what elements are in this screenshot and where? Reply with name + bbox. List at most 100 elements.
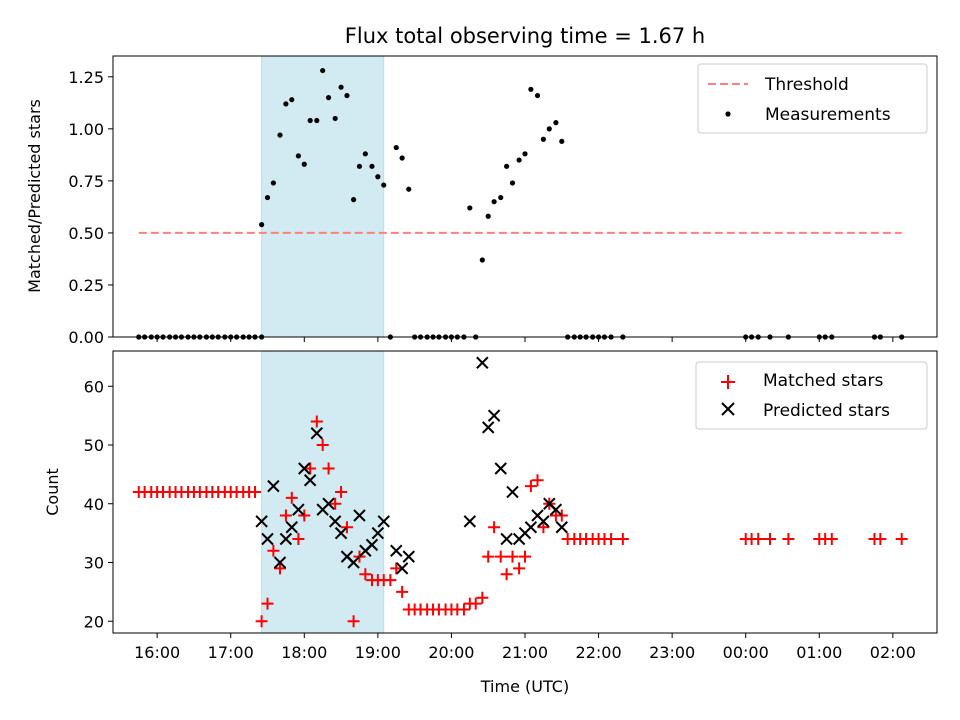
data-point: [264, 194, 271, 201]
x-tick-label: 16:00: [134, 643, 180, 662]
data-point: [292, 503, 305, 516]
data-point: [255, 615, 268, 628]
data-point: [255, 515, 268, 528]
data-point: [509, 180, 516, 186]
y-tick-label: 20: [84, 612, 104, 631]
data-point: [362, 151, 368, 157]
data-point: [303, 474, 317, 487]
data-point: [335, 486, 348, 498]
data-point: [487, 409, 501, 422]
data-point: [537, 515, 550, 528]
data-point: [616, 533, 629, 545]
data-point: [482, 550, 495, 563]
data-point: [524, 521, 538, 534]
data-point: [506, 485, 519, 499]
data-point: [555, 509, 568, 522]
legend-predicted-label: Predicted stars: [763, 401, 890, 421]
data-point: [390, 562, 403, 575]
legend-matched-label: Matched stars: [763, 371, 883, 391]
data-point: [325, 95, 332, 101]
legend-predicted-marker: [721, 402, 735, 416]
data-point: [402, 550, 415, 563]
data-point: [320, 67, 326, 74]
data-point: [384, 574, 397, 587]
data-point: [498, 194, 504, 201]
data-point: [537, 521, 550, 534]
data-point: [371, 526, 385, 540]
data-point: [519, 550, 531, 563]
series-1: [255, 356, 568, 575]
data-point: [273, 556, 287, 569]
data-point: [534, 92, 541, 99]
data-point: [546, 126, 552, 132]
data-point: [752, 533, 765, 545]
data-point: [310, 427, 324, 440]
highlight-span: [261, 55, 385, 338]
data-point: [396, 585, 409, 598]
x-tick-label: 22:00: [576, 643, 622, 662]
data-point: [298, 462, 311, 475]
data-point: [316, 439, 329, 451]
data-point: [261, 597, 274, 610]
top-y-axis-label: Matched/Predicted stars: [25, 99, 44, 293]
data-point: [359, 568, 372, 581]
highlight-span: [261, 350, 385, 634]
data-point: [322, 497, 335, 510]
data-point: [274, 562, 287, 575]
legend-measurements-label: Measurements: [765, 105, 891, 125]
data-point: [381, 182, 387, 188]
data-point: [540, 136, 546, 142]
data-point: [279, 509, 292, 522]
top-panel: Flux total observing time = 1.67 h Match…: [25, 24, 938, 347]
data-point: [524, 480, 537, 493]
legend-measurements-marker: [725, 111, 731, 117]
data-point: [277, 132, 283, 138]
x-tick-label: 02:00: [870, 643, 916, 662]
data-point: [559, 138, 565, 144]
data-point: [353, 509, 366, 522]
y-tick-label: 0.25: [68, 276, 104, 295]
data-point: [513, 562, 526, 575]
data-point: [322, 462, 335, 475]
data-point: [506, 550, 519, 563]
bottom-x-axis-label: Time (UTC): [480, 677, 569, 696]
data-point: [390, 544, 403, 557]
legend-threshold-label: Threshold: [764, 75, 849, 95]
data-point: [825, 533, 838, 545]
y-tick-label: 0.00: [68, 328, 104, 347]
data-point: [338, 84, 344, 90]
data-point: [476, 356, 489, 369]
series-0: [132, 415, 908, 628]
data-point: [344, 92, 350, 99]
x-tick-label: 23:00: [649, 643, 695, 662]
data-point: [334, 526, 348, 540]
data-point: [476, 591, 489, 604]
bottom-legend: Matched stars Predicted stars: [695, 361, 928, 430]
data-point: [504, 163, 510, 169]
data-point: [259, 222, 265, 228]
y-tick-label: 1.00: [68, 120, 104, 139]
data-point: [479, 257, 485, 263]
data-point: [395, 562, 409, 575]
data-point: [279, 532, 293, 546]
y-tick-label: 30: [84, 554, 104, 573]
data-point: [285, 491, 298, 504]
y-tick-label: 0.50: [68, 224, 104, 243]
data-point: [469, 597, 482, 610]
data-point: [553, 120, 559, 126]
data-point: [375, 174, 381, 180]
data-point: [332, 115, 338, 122]
data-point: [528, 86, 534, 92]
x-tick-label: 21:00: [502, 643, 548, 662]
data-point: [406, 186, 412, 192]
x-tick-label: 00:00: [723, 643, 769, 662]
top-legend: Threshold Measurements: [697, 63, 928, 134]
data-point: [347, 615, 360, 628]
y-tick-label: 0.75: [68, 172, 104, 191]
data-point: [365, 538, 379, 552]
data-point: [283, 101, 289, 107]
data-point: [347, 556, 360, 569]
data-point: [314, 117, 320, 124]
data-point: [350, 197, 357, 203]
